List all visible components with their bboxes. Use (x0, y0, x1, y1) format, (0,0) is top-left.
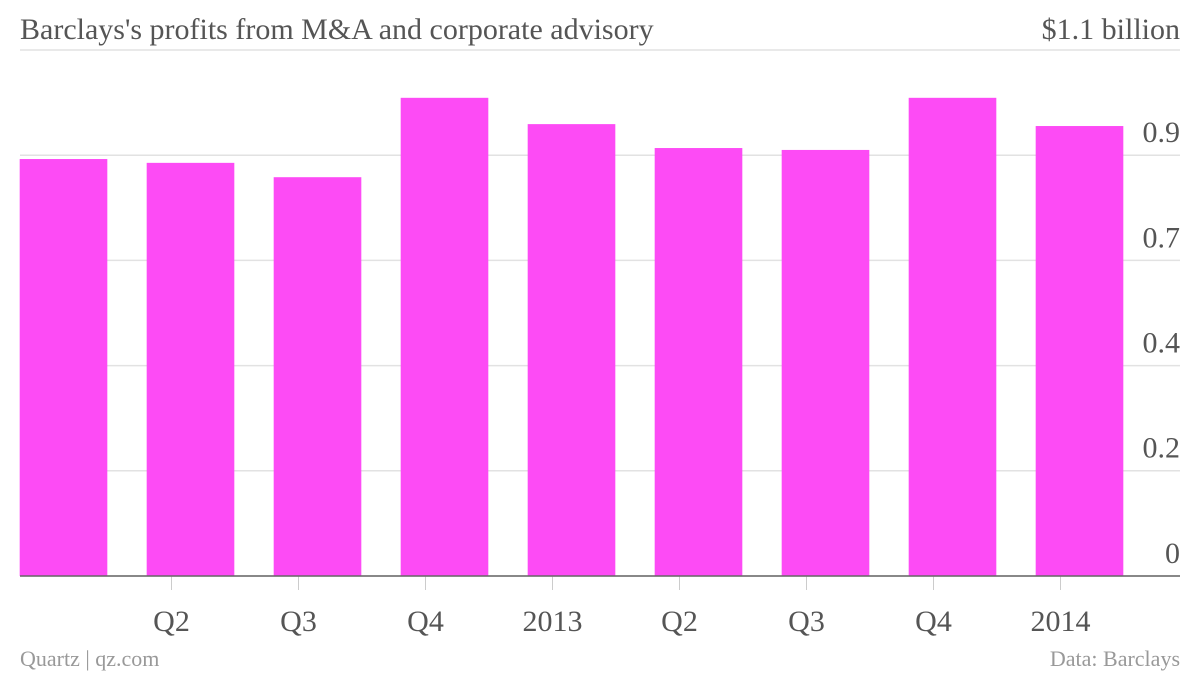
x-tick-label: Q2 (661, 605, 698, 638)
x-tick-label: 2013 (523, 605, 583, 638)
bar (527, 124, 616, 577)
y-tick-label: $1.1 billion (1042, 13, 1180, 46)
x-tick-label: Q3 (788, 605, 825, 638)
x-tick-label: Q4 (915, 605, 952, 638)
bar (146, 162, 235, 577)
x-tick-label: Q2 (153, 605, 190, 638)
source-right: Data: Barclays (1050, 646, 1180, 671)
bar (273, 177, 362, 577)
y-tick-label: 0 (1165, 537, 1180, 570)
bar (908, 97, 997, 577)
x-tick-label: Q4 (407, 605, 444, 638)
bar (1035, 126, 1124, 576)
y-tick-label: 0.4 (1143, 326, 1181, 359)
y-tick-label: 0.7 (1143, 221, 1181, 254)
source-left: Quartz | qz.com (20, 646, 159, 671)
y-tick-label: 0.9 (1143, 116, 1181, 149)
bar (400, 97, 489, 577)
chart-title: Barclays's profits from M&A and corporat… (20, 13, 654, 46)
x-tick-label: Q3 (280, 605, 317, 638)
x-tick-label: 2014 (1031, 605, 1091, 638)
y-tick-label: 0.2 (1143, 432, 1181, 465)
bar (19, 159, 108, 576)
bar (654, 148, 743, 576)
bar (781, 149, 870, 576)
